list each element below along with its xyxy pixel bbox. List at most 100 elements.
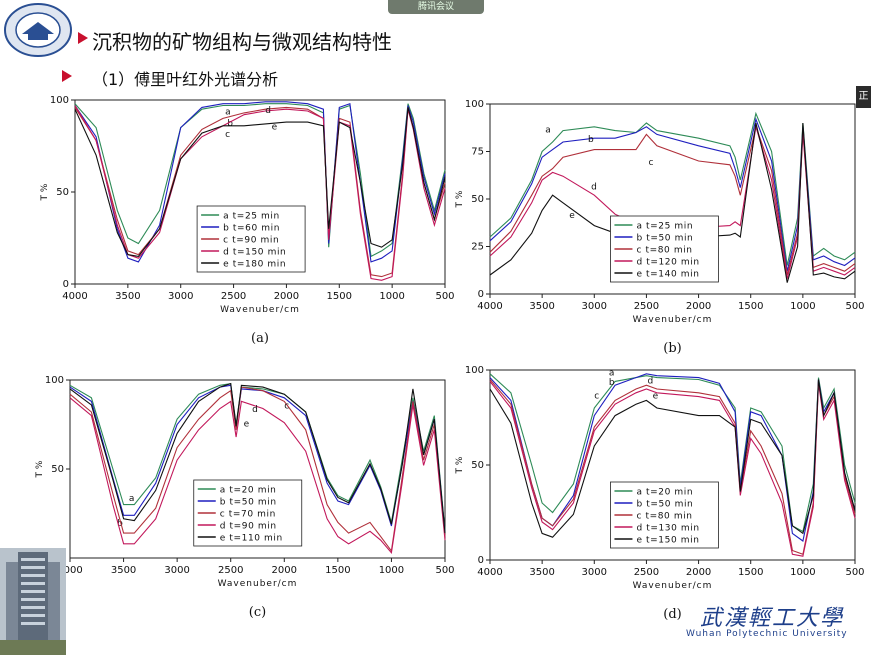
x-tick-label: 2000 xyxy=(686,567,711,578)
y-tick-label: 75 xyxy=(471,147,484,158)
university-name-cn: 武漢輕工大學 xyxy=(700,606,845,631)
series-label-b: b xyxy=(117,519,123,529)
series-label-c: c xyxy=(225,130,230,140)
x-axis-label: Wavenuber/cm xyxy=(220,305,300,315)
series-label-e: e xyxy=(272,122,278,132)
series-label-c: c xyxy=(594,392,599,402)
university-name-en: Wuhan Polytechnic University xyxy=(686,629,848,639)
legend-entry-a: a t=25 min xyxy=(636,222,693,232)
side-panel-button[interactable]: 正 xyxy=(856,86,871,108)
legend-entry-d: d t=120 min xyxy=(636,258,699,268)
x-tick-label: 1500 xyxy=(325,565,350,576)
legend-entry-b: b t=50 min xyxy=(220,498,277,508)
ftir-chart-b: 4000 3500 3000 2500 2000 1500 1000 500 0 25 50 75 10… xyxy=(455,99,865,356)
y-tick-label: 100 xyxy=(45,375,64,386)
y-tick-label: 100 xyxy=(50,95,69,106)
y-tick-label: 50 xyxy=(56,187,69,198)
legend-entry-d: d t=150 min xyxy=(223,248,286,258)
series-label-b: b xyxy=(227,119,233,129)
legend-entry-a: a t=25 min xyxy=(223,212,280,222)
x-tick-label: 2000 xyxy=(272,565,297,576)
y-tick-label: 100 xyxy=(465,99,484,110)
series-line-a xyxy=(69,382,446,532)
series-label-b: b xyxy=(588,135,594,145)
y-tick-label: 100 xyxy=(465,365,484,376)
university-logo xyxy=(4,3,72,57)
x-tick-label: 500 xyxy=(845,301,864,312)
subtitle-arrow-icon xyxy=(62,70,72,82)
x-tick-label: 4000 xyxy=(57,565,82,576)
x-tick-label: 1000 xyxy=(379,565,404,576)
series-label-a: a xyxy=(225,108,231,118)
x-tick-label: 500 xyxy=(435,565,454,576)
ftir-chart-d: 4000 3500 3000 2500 2000 1500 1000 500 0 50 100 Wav… xyxy=(455,365,865,622)
series-label-e: e xyxy=(244,419,250,429)
series-label-d: d xyxy=(647,376,653,386)
x-tick-label: 3000 xyxy=(582,301,607,312)
x-tick-label: 1000 xyxy=(790,301,815,312)
legend-entry-c: c t=80 min xyxy=(636,512,692,522)
series-label-e: e xyxy=(653,392,659,402)
x-tick-label: 3000 xyxy=(168,291,193,302)
y-tick-label: 25 xyxy=(471,242,484,253)
x-tick-label: 3000 xyxy=(164,565,189,576)
campus-building-image xyxy=(0,548,66,655)
chart-caption: (a) xyxy=(251,331,269,346)
y-axis-label: T % xyxy=(40,183,50,201)
x-tick-label: 1500 xyxy=(738,301,763,312)
y-axis-label: T % xyxy=(455,456,465,474)
series-label-d: d xyxy=(591,183,597,193)
x-tick-label: 2500 xyxy=(634,567,659,578)
legend-entry-d: d t=90 min xyxy=(220,522,277,532)
y-tick-label: 0 xyxy=(478,289,484,300)
x-tick-label: 3500 xyxy=(529,301,554,312)
x-tick-label: 1500 xyxy=(738,567,763,578)
x-tick-label: 1000 xyxy=(790,567,815,578)
series-label-b: b xyxy=(609,378,615,388)
x-tick-label: 4000 xyxy=(477,567,502,578)
series-line-b xyxy=(489,117,856,272)
x-tick-label: 4000 xyxy=(62,291,87,302)
x-tick-label: 3500 xyxy=(115,291,140,302)
series-line-e xyxy=(489,122,856,283)
legend-entry-b: b t=60 min xyxy=(223,224,280,234)
legend-entry-b: b t=50 min xyxy=(636,234,693,244)
legend-entry-e: e t=110 min xyxy=(220,534,283,544)
series-label-a: a xyxy=(545,126,551,136)
ftir-chart-c: 4000 3500 3000 2500 2000 1500 1000 500 50 100 Wave… xyxy=(35,375,455,620)
series-line-c xyxy=(69,386,446,553)
legend-entry-e: e t=140 min xyxy=(636,270,699,280)
slide-subtitle: （1）傅里叶红外光谱分析 xyxy=(92,70,279,89)
legend-entry-c: c t=80 min xyxy=(636,246,692,256)
series-label-c: c xyxy=(284,401,289,411)
y-tick-label: 50 xyxy=(51,464,64,475)
x-tick-label: 2000 xyxy=(686,301,711,312)
chart-caption: (b) xyxy=(663,341,681,356)
series-label-c: c xyxy=(649,158,654,168)
meeting-badge[interactable]: 腾讯会议 xyxy=(388,0,484,14)
title-arrow-icon xyxy=(78,32,88,44)
legend-entry-c: c t=70 min xyxy=(220,510,276,520)
x-tick-label: 2500 xyxy=(634,301,659,312)
series-label-d: d xyxy=(252,405,258,415)
slide-title: 沉积物的矿物组构与微观结构特性 xyxy=(92,30,392,54)
x-tick-label: 500 xyxy=(435,291,454,302)
chart-caption: (d) xyxy=(663,607,681,622)
series-label-a: a xyxy=(609,369,615,379)
x-tick-label: 3500 xyxy=(111,565,136,576)
y-tick-label: 50 xyxy=(471,194,484,205)
x-tick-label: 1000 xyxy=(379,291,404,302)
x-axis-label: Wavenuber/cm xyxy=(218,579,298,589)
series-label-d: d xyxy=(265,106,271,116)
ftir-chart-a: 4000 3500 3000 2500 2000 1500 1000 500 0 50 100 Wav… xyxy=(40,95,455,346)
series-label-a: a xyxy=(129,494,135,504)
legend-entry-d: d t=130 min xyxy=(636,524,699,534)
x-axis-label: Wavenuber/cm xyxy=(633,315,713,325)
x-tick-label: 1500 xyxy=(327,291,352,302)
x-tick-label: 2500 xyxy=(221,291,246,302)
legend-entry-a: a t=20 min xyxy=(220,486,277,496)
chart-caption: (c) xyxy=(249,605,266,620)
y-axis-label: T % xyxy=(455,190,465,208)
x-axis-label: Wavenuber/cm xyxy=(633,581,713,591)
x-tick-label: 500 xyxy=(845,567,864,578)
